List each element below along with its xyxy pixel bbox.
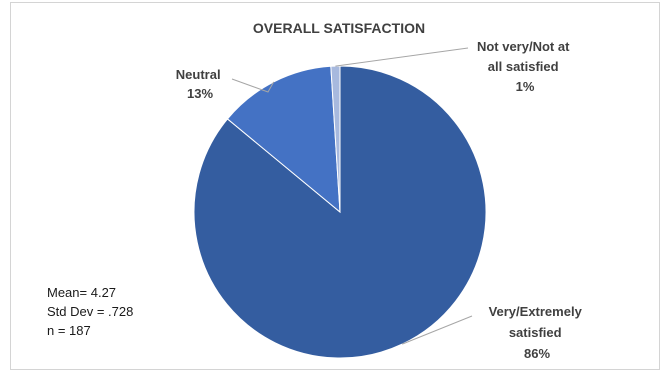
- stat-mean: Mean= 4.27: [47, 285, 116, 300]
- leader-line-very-extremely-satisfied: [402, 315, 473, 345]
- slice-label-very-extremely-satisfied: Very/Extremely satisfied 86%: [489, 304, 586, 361]
- stat-std-dev: Std Dev = .728: [47, 304, 133, 319]
- leader-line-neutral: [231, 78, 275, 93]
- stats-block: Mean= 4.27 Std Dev = .728 n = 187: [47, 285, 137, 338]
- stat-n: n = 187: [47, 323, 91, 338]
- slice-label-not-very-satisfied: Not very/Not at all satisfied 1%: [477, 39, 573, 94]
- chart-title: OVERALL SATISFACTION: [253, 20, 425, 36]
- leader-line-not-very-satisfied: [335, 47, 469, 67]
- slice-label-neutral: Neutral 13%: [176, 67, 224, 101]
